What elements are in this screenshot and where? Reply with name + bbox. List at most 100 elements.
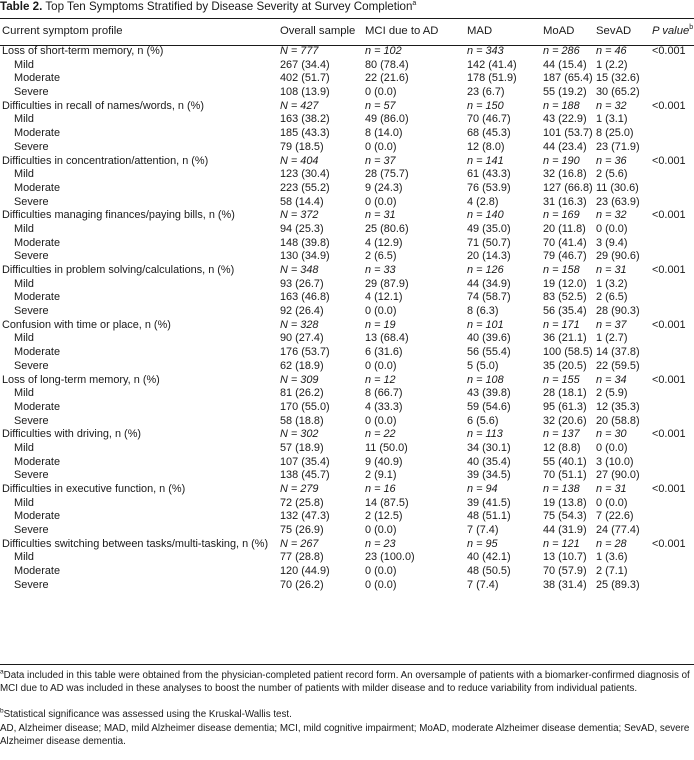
table-cell: 1 (2.7): [596, 332, 628, 345]
table-cell: 55 (19.2): [543, 86, 587, 99]
p-value: <0.001: [652, 428, 686, 441]
table-caption: Top Ten Symptoms Stratified by Disease S…: [45, 0, 413, 13]
severity-label: Severe: [14, 359, 49, 372]
sample-size: n = 155: [543, 373, 580, 386]
title-footnote-marker: a: [412, 0, 417, 8]
sample-size: n = 34: [596, 373, 627, 386]
table-cell: 12 (8.0): [467, 140, 505, 153]
severity-label: Severe: [14, 250, 49, 263]
table-cell: 80 (78.4): [365, 58, 409, 71]
sample-size: n = 31: [596, 483, 627, 495]
symptom-name: Difficulties in concentration/attention,…: [2, 154, 209, 167]
section-row: Difficulties in problem solving/calculat…: [0, 264, 694, 278]
table-cell: 70 (46.7): [467, 113, 511, 126]
sample-size: n = 102: [365, 45, 402, 57]
table-cell: 40 (35.4): [467, 455, 511, 468]
table-cell: 0 (0.0): [365, 414, 397, 427]
table-cell: 14 (87.5): [365, 496, 409, 509]
table-cell: 8 (25.0): [596, 127, 634, 140]
severity-row: Moderate 402 (51.7) 22 (21.6) 178 (51.9) 187…: [0, 72, 694, 86]
header-mad: MAD: [467, 25, 493, 37]
table-cell: 101 (53.7): [543, 127, 593, 140]
table-cell: 9 (24.3): [365, 181, 403, 194]
severity-label: Severe: [14, 414, 49, 427]
severity-label: Moderate: [14, 181, 61, 194]
table-cell: 44 (15.4): [543, 58, 587, 71]
table-cell: 39 (41.5): [467, 496, 511, 509]
table-cell: 28 (90.3): [596, 305, 640, 318]
severity-label: Mild: [14, 277, 34, 290]
table-cell: 2 (9.1): [365, 469, 397, 482]
table-cell: 49 (35.0): [467, 222, 511, 235]
severity-row: Severe 75 (26.9) 0 (0.0) 7 (7.4) 44 (31.9) 24…: [0, 524, 694, 538]
table-cell: 22 (21.6): [365, 72, 409, 85]
symptom-name: Confusion with time or place, n (%): [2, 318, 171, 331]
sample-size: n = 141: [467, 154, 504, 167]
severity-row: Mild 123 (30.4) 28 (75.7) 61 (43.3) 32 (16.8…: [0, 168, 694, 182]
table-cell: 58 (14.4): [280, 195, 324, 208]
table-cell: 127 (66.8): [543, 181, 593, 194]
table-cell: 0 (0.0): [596, 496, 628, 509]
table-cell: 13 (68.4): [365, 332, 409, 345]
severity-label: Mild: [14, 332, 34, 345]
sample-size: n = 32: [596, 99, 627, 112]
table-cell: 36 (21.1): [543, 332, 587, 345]
severity-label: Severe: [14, 469, 49, 482]
table-cell: 70 (51.1): [543, 469, 587, 482]
sample-size: N = 372: [280, 209, 319, 222]
sample-size: n = 16: [365, 483, 396, 495]
severity-label: Mild: [14, 222, 34, 235]
section-row: Difficulties in recall of names/words, n…: [0, 100, 694, 114]
table-cell: 75 (54.3): [543, 510, 587, 523]
p-value: <0.001: [652, 483, 686, 495]
table-cell: 70 (26.2): [280, 578, 324, 591]
severity-row: Severe 138 (45.7) 2 (9.1) 39 (34.5) 70 (51.1…: [0, 469, 694, 483]
severity-label: Mild: [14, 387, 34, 400]
header-sevad: SevAD: [596, 25, 632, 37]
sample-size: N = 348: [280, 264, 319, 276]
sample-size: n = 46: [596, 45, 627, 57]
p-value: <0.001: [652, 318, 686, 331]
table-body: Loss of short-term memory, n (%) N = 777 n…: [0, 45, 694, 593]
table-cell: 32 (16.8): [543, 168, 587, 181]
severity-row: Mild 57 (18.9) 11 (50.0) 34 (30.1) 12 (8.8) 0…: [0, 442, 694, 456]
severity-label: Mild: [14, 441, 34, 454]
severity-label: Severe: [14, 524, 49, 537]
severity-label: Moderate: [14, 346, 61, 359]
sample-size: n = 190: [543, 154, 580, 167]
severity-row: Mild 77 (28.8) 23 (100.0) 40 (42.1) 13 (10.7…: [0, 551, 694, 565]
table-cell: 28 (75.7): [365, 168, 409, 181]
table-cell: 72 (25.8): [280, 496, 324, 509]
table-cell: 57 (18.9): [280, 441, 324, 454]
table-cell: 0 (0.0): [365, 140, 397, 153]
sample-size: N = 302: [280, 428, 319, 441]
header-overall-sample: Overall sample: [280, 25, 356, 37]
severity-row: Moderate 107 (35.4) 9 (40.9) 40 (35.4) 55 (4…: [0, 456, 694, 470]
table-cell: 11 (30.6): [596, 181, 639, 194]
footnote-a: aData included in this table were obtain…: [0, 668, 690, 694]
table-cell: 6 (31.6): [365, 346, 403, 359]
severity-label: Mild: [14, 113, 34, 126]
p-value: <0.001: [652, 45, 686, 57]
table-cell: 92 (26.4): [280, 305, 324, 318]
severity-label: Severe: [14, 195, 49, 208]
severity-label: Severe: [14, 140, 49, 153]
table-cell: 43 (39.8): [467, 387, 511, 400]
table-cell: 11 (50.0): [365, 441, 408, 454]
symptom-name: Loss of short-term memory, n (%): [2, 45, 164, 57]
table-cell: 1 (3.2): [596, 277, 628, 290]
table-cell: 23 (100.0): [365, 551, 415, 564]
top-rule: [0, 18, 694, 19]
table-cell: 76 (53.9): [467, 181, 511, 194]
table-cell: 61 (43.3): [467, 168, 511, 181]
table-cell: 20 (14.3): [467, 250, 511, 263]
table-cell: 34 (30.1): [467, 441, 511, 454]
table-cell: 0 (0.0): [365, 524, 397, 537]
symptom-name: Loss of long-term memory, n (%): [2, 373, 160, 386]
sample-size: N = 309: [280, 373, 319, 386]
table-cell: 7 (7.4): [467, 524, 499, 537]
table-cell: 44 (23.4): [543, 140, 587, 153]
table-cell: 43 (22.9): [543, 113, 587, 126]
table-cell: 94 (25.3): [280, 222, 324, 235]
severity-row: Mild 163 (38.2) 49 (86.0) 70 (46.7) 43 (22.9…: [0, 113, 694, 127]
